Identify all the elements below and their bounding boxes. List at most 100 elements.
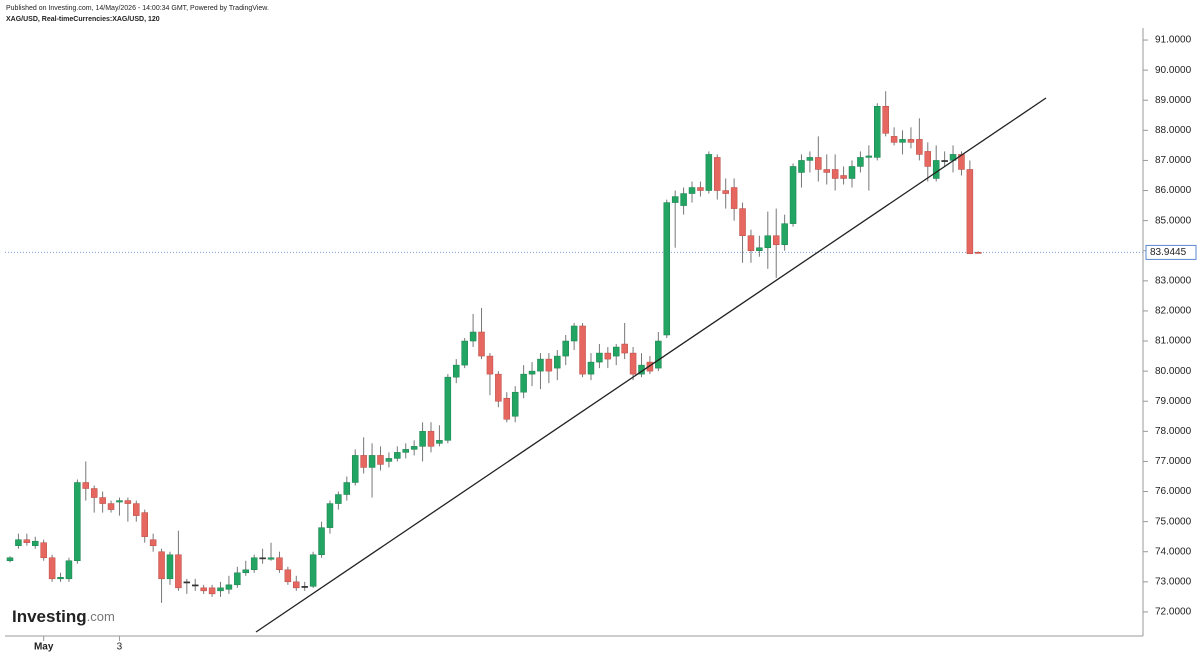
candle-body (907, 139, 915, 143)
candle-body (646, 361, 654, 372)
candle-body (335, 494, 342, 504)
candle-body (806, 157, 814, 161)
candle-body (48, 557, 56, 580)
candle-body (562, 340, 569, 357)
y-tick-label: 80.0000 (1155, 366, 1192, 377)
candle-body (932, 160, 940, 179)
y-tick-label: 89.0000 (1155, 95, 1192, 106)
candle-body (57, 577, 64, 580)
y-tick-label: 87.0000 (1155, 155, 1192, 166)
last-price-label: 83.9445 (1150, 247, 1187, 258)
y-tick-label: 74.0000 (1155, 546, 1192, 557)
candle-body (427, 431, 435, 447)
trend-line (255, 97, 1047, 633)
logo: Investing.com (12, 607, 115, 626)
candle-body (351, 455, 359, 483)
logo-name: Investing (12, 607, 87, 626)
candle-body (705, 154, 713, 191)
published-note: Published on Investing.com, 14/May/2026 … (6, 5, 269, 12)
candle-body (74, 482, 81, 562)
y-tick-label: 78.0000 (1155, 426, 1192, 437)
candle-body (293, 581, 300, 589)
candle-body (15, 539, 22, 546)
candle-body (815, 157, 822, 170)
candle-body (882, 106, 889, 134)
candle-body (747, 235, 755, 251)
candle-body (99, 497, 106, 504)
candle-body (554, 355, 561, 369)
candle-body (259, 557, 266, 560)
candle-body (175, 554, 182, 589)
candle-body (739, 208, 746, 236)
candle-body (377, 455, 384, 465)
candle-body (848, 166, 856, 179)
candle-body (865, 155, 873, 158)
candle-body (629, 352, 637, 375)
candle-body (621, 343, 628, 354)
candle-body (612, 346, 620, 357)
candle-body (714, 157, 721, 191)
y-tick-label: 77.0000 (1155, 456, 1192, 467)
candle-body (368, 455, 376, 468)
candle-body (579, 325, 586, 375)
candle-body (116, 500, 123, 503)
candle-body (511, 391, 519, 417)
candle-body (671, 196, 679, 203)
candle-body (781, 223, 788, 245)
candle-body (32, 540, 39, 546)
candle-body (6, 557, 14, 562)
candle-body (410, 446, 418, 450)
candle-body (444, 376, 452, 441)
y-tick-label: 90.0000 (1155, 65, 1192, 76)
y-tick-label: 79.0000 (1155, 396, 1192, 407)
y-tick-label: 76.0000 (1155, 486, 1192, 497)
candle-body (436, 440, 443, 444)
candle-body (503, 397, 511, 420)
candle-body (764, 235, 772, 248)
candle-body (82, 482, 90, 489)
candle-body (520, 373, 527, 393)
candle-body (537, 358, 544, 372)
candle-body (570, 325, 578, 342)
candle-body (242, 569, 250, 574)
candle-body (663, 202, 671, 336)
candle-body (141, 512, 148, 537)
candle-body (528, 370, 536, 375)
candle-body (789, 166, 797, 224)
candle-body (587, 361, 595, 375)
candle-body (208, 587, 216, 595)
candle-body (680, 193, 687, 206)
candle-body (149, 539, 157, 546)
y-tick-label: 73.0000 (1155, 576, 1192, 587)
candle-body (65, 560, 73, 580)
candle-body (655, 340, 662, 369)
candle-body (284, 569, 292, 583)
candle-body (722, 190, 729, 194)
candle-body (890, 136, 898, 143)
candle-body (250, 557, 258, 571)
y-tick-label: 72.0000 (1155, 607, 1192, 618)
candle-body (604, 352, 612, 360)
candle-body (158, 551, 165, 580)
candle-body (916, 139, 923, 155)
candle-body (730, 187, 738, 209)
candle-body (326, 503, 334, 528)
y-tick-label: 86.0000 (1155, 185, 1192, 196)
candle-body (90, 488, 98, 498)
x-tick-label: 3 (117, 642, 123, 653)
candle-body (975, 251, 982, 254)
y-tick-label: 81.0000 (1155, 336, 1192, 347)
candle-body (217, 587, 224, 592)
candle-body (267, 557, 275, 560)
candle-body (596, 352, 603, 363)
candle-body (385, 458, 393, 462)
candle-body (823, 169, 830, 173)
candle-body (360, 455, 367, 468)
candle-body (453, 364, 460, 378)
y-tick-label: 75.0000 (1155, 516, 1192, 527)
candle-body (133, 503, 140, 516)
symbol-label: XAG/USD, Real-timeCurrencies:XAG/USD, 12… (6, 16, 160, 23)
candle-body (461, 340, 468, 366)
candle-body (478, 331, 485, 357)
